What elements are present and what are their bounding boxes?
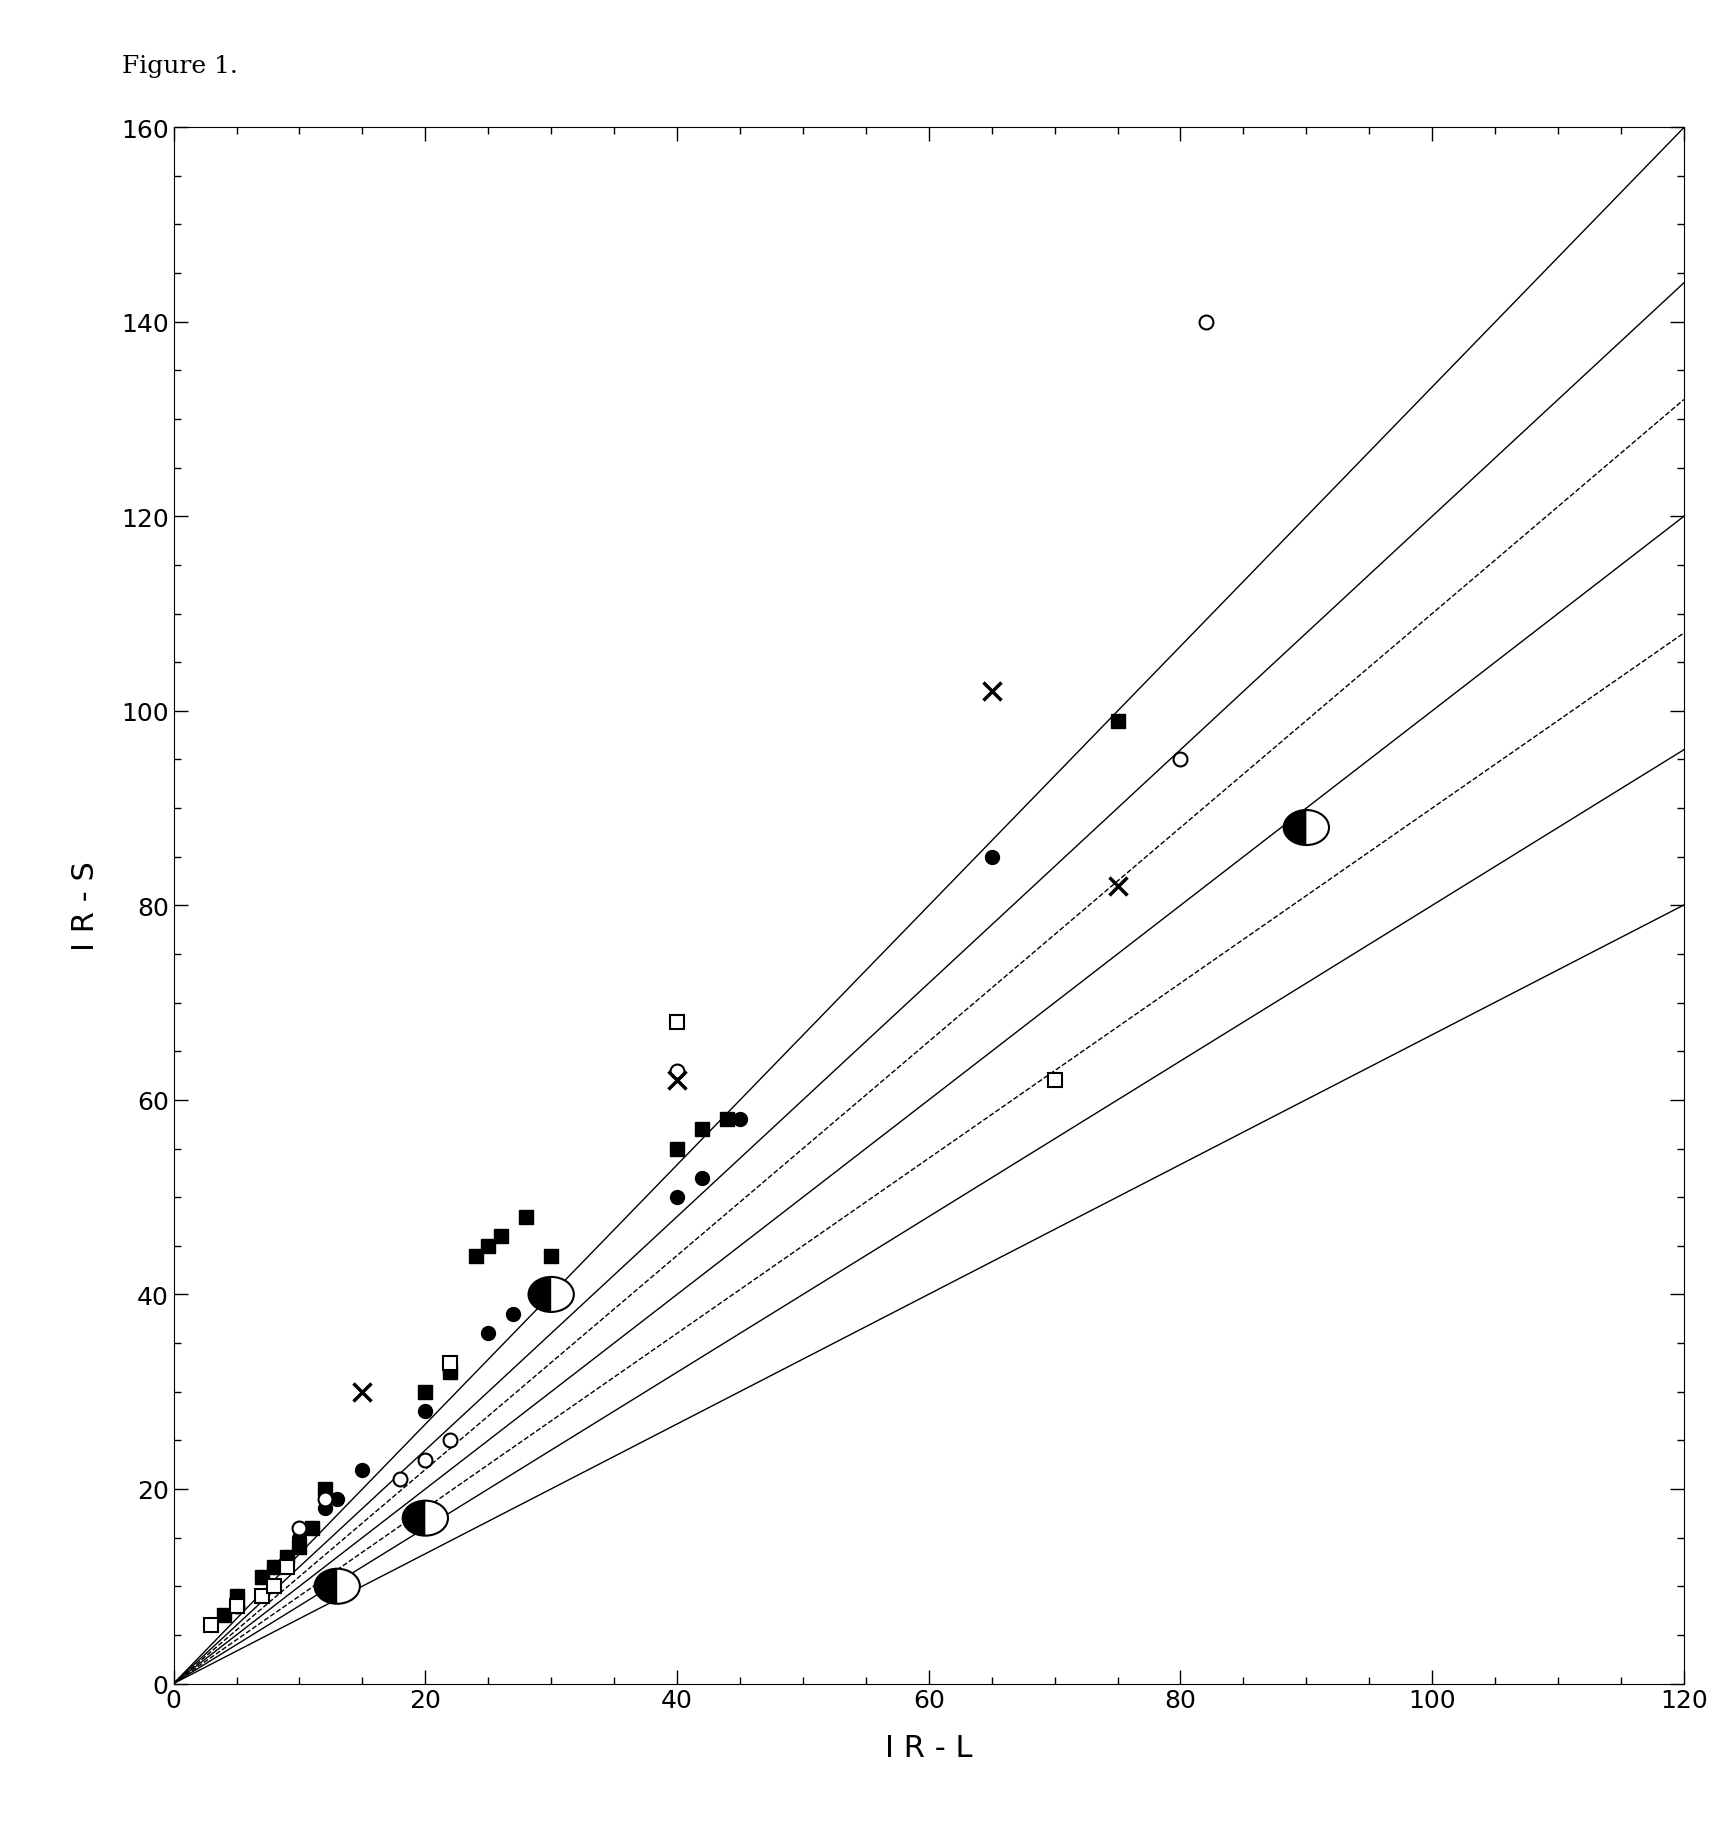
Text: Figure 1.: Figure 1. xyxy=(122,55,238,79)
Wedge shape xyxy=(528,1277,550,1312)
Y-axis label: I R - S: I R - S xyxy=(71,860,101,952)
Wedge shape xyxy=(314,1568,337,1603)
Circle shape xyxy=(403,1501,448,1535)
Circle shape xyxy=(1283,811,1330,845)
Circle shape xyxy=(314,1568,359,1603)
Wedge shape xyxy=(1283,811,1305,845)
Wedge shape xyxy=(403,1501,425,1535)
Circle shape xyxy=(528,1277,575,1312)
X-axis label: I R - L: I R - L xyxy=(885,1733,972,1762)
